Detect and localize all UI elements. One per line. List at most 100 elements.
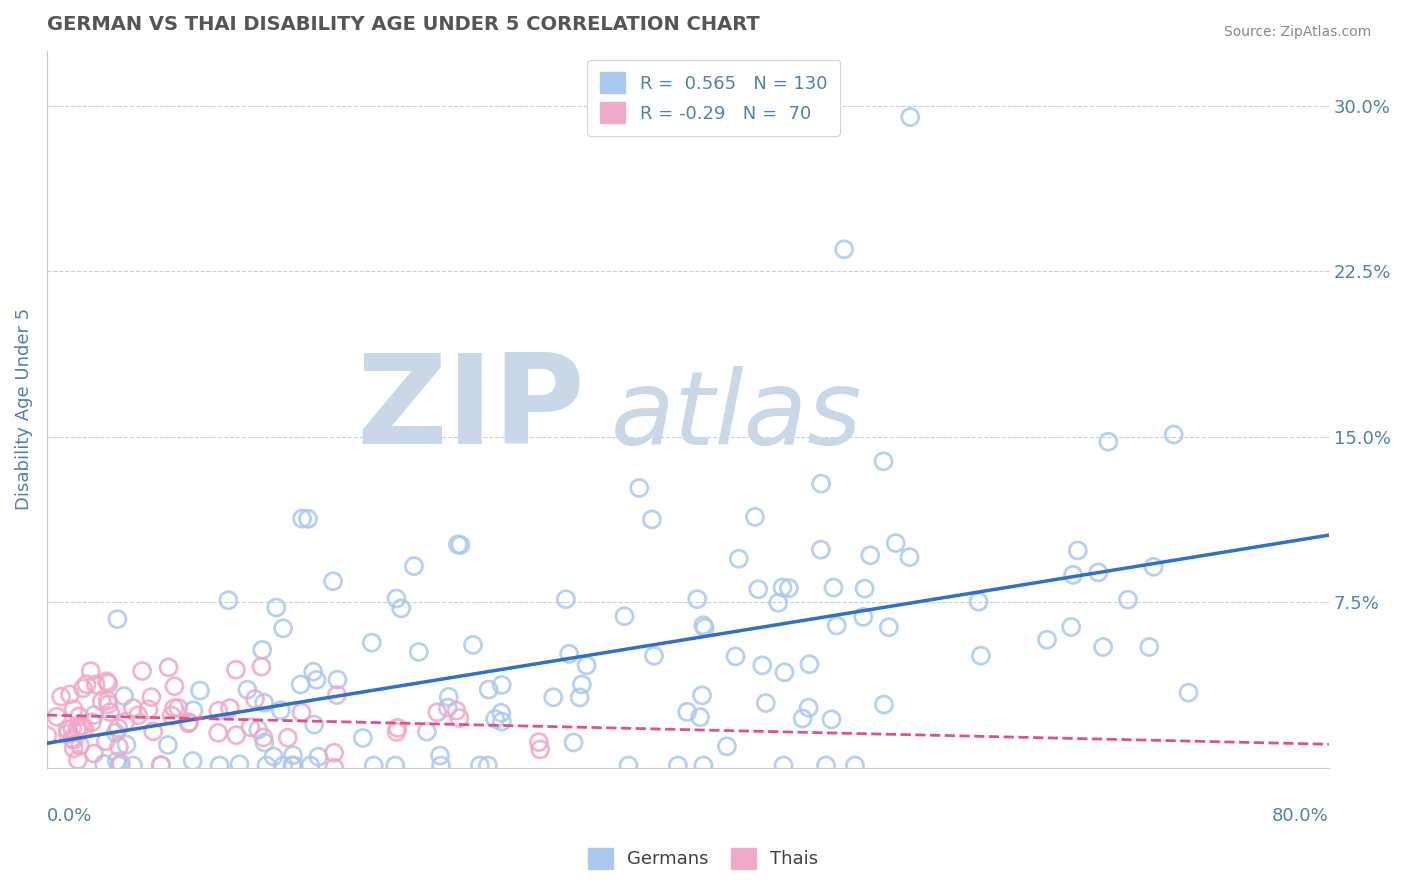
Point <box>323 761 346 775</box>
Point <box>322 574 344 589</box>
Point <box>447 537 470 551</box>
Point <box>80 715 103 730</box>
Point <box>156 738 179 752</box>
Point <box>56 726 79 740</box>
Point <box>239 720 262 734</box>
Point <box>142 724 165 739</box>
Point <box>385 724 408 739</box>
Point <box>823 581 845 595</box>
Point <box>430 758 453 772</box>
Point <box>250 643 273 657</box>
Point <box>773 665 796 680</box>
Point <box>122 758 145 772</box>
Point <box>131 664 153 678</box>
Point <box>290 706 312 720</box>
Point <box>60 722 83 736</box>
Point <box>323 746 346 760</box>
Point <box>820 712 842 726</box>
Point <box>352 731 374 745</box>
Point <box>461 638 484 652</box>
Point <box>253 696 276 710</box>
Point <box>76 677 98 691</box>
Point <box>217 593 239 607</box>
Point <box>97 676 120 690</box>
Point <box>873 698 896 712</box>
Point <box>727 551 749 566</box>
Point <box>363 758 385 772</box>
Point <box>1087 566 1109 580</box>
Point <box>617 758 640 772</box>
Point <box>138 702 160 716</box>
Point <box>291 511 314 525</box>
Point <box>449 711 471 725</box>
Point <box>426 706 449 720</box>
Point <box>489 706 512 720</box>
Point <box>384 758 406 772</box>
Point <box>114 714 136 729</box>
Point <box>270 703 292 717</box>
Point <box>83 747 105 761</box>
Y-axis label: Disability Age Under 5: Disability Age Under 5 <box>15 308 32 510</box>
Point <box>56 723 79 737</box>
Point <box>326 688 349 702</box>
Point <box>90 694 112 708</box>
Point <box>299 758 322 772</box>
Point <box>1137 640 1160 654</box>
Point <box>107 721 129 735</box>
Point <box>326 673 349 687</box>
Point <box>1142 559 1164 574</box>
Point <box>853 582 876 596</box>
Point <box>628 481 651 495</box>
Point <box>96 674 118 689</box>
Point <box>127 708 149 723</box>
Point <box>408 645 430 659</box>
Point <box>1177 685 1199 699</box>
Point <box>253 735 276 749</box>
Point <box>247 723 270 737</box>
Point <box>967 595 990 609</box>
Point <box>575 658 598 673</box>
Point <box>149 758 172 772</box>
Point <box>832 243 855 257</box>
Point <box>277 731 299 745</box>
Point <box>484 712 506 726</box>
Point <box>307 749 329 764</box>
Point <box>225 663 247 677</box>
Point <box>690 689 713 703</box>
Point <box>613 609 636 624</box>
Point <box>446 704 468 718</box>
Point <box>747 582 769 597</box>
Point <box>97 698 120 712</box>
Point <box>468 758 491 772</box>
Point <box>271 758 294 772</box>
Point <box>157 660 180 674</box>
Point <box>263 749 285 764</box>
Point <box>1067 543 1090 558</box>
Point <box>93 756 115 771</box>
Point <box>94 734 117 748</box>
Point <box>676 705 699 719</box>
Legend: R =  0.565   N = 130, R = -0.29   N =  70: R = 0.565 N = 130, R = -0.29 N = 70 <box>588 60 839 136</box>
Point <box>844 758 866 772</box>
Point <box>163 701 186 715</box>
Point <box>183 703 205 717</box>
Point <box>416 724 439 739</box>
Point <box>491 678 513 692</box>
Point <box>264 600 287 615</box>
Point <box>243 692 266 706</box>
Point <box>69 719 91 733</box>
Point <box>97 693 120 707</box>
Point <box>281 758 304 772</box>
Point <box>810 542 832 557</box>
Point <box>181 754 204 768</box>
Point <box>744 509 766 524</box>
Point <box>122 701 145 715</box>
Point <box>250 659 273 673</box>
Point <box>167 700 190 714</box>
Text: ZIP: ZIP <box>357 349 585 470</box>
Point <box>970 648 993 663</box>
Point <box>108 758 131 772</box>
Point <box>859 549 882 563</box>
Text: Source: ZipAtlas.com: Source: ZipAtlas.com <box>1223 25 1371 39</box>
Point <box>766 596 789 610</box>
